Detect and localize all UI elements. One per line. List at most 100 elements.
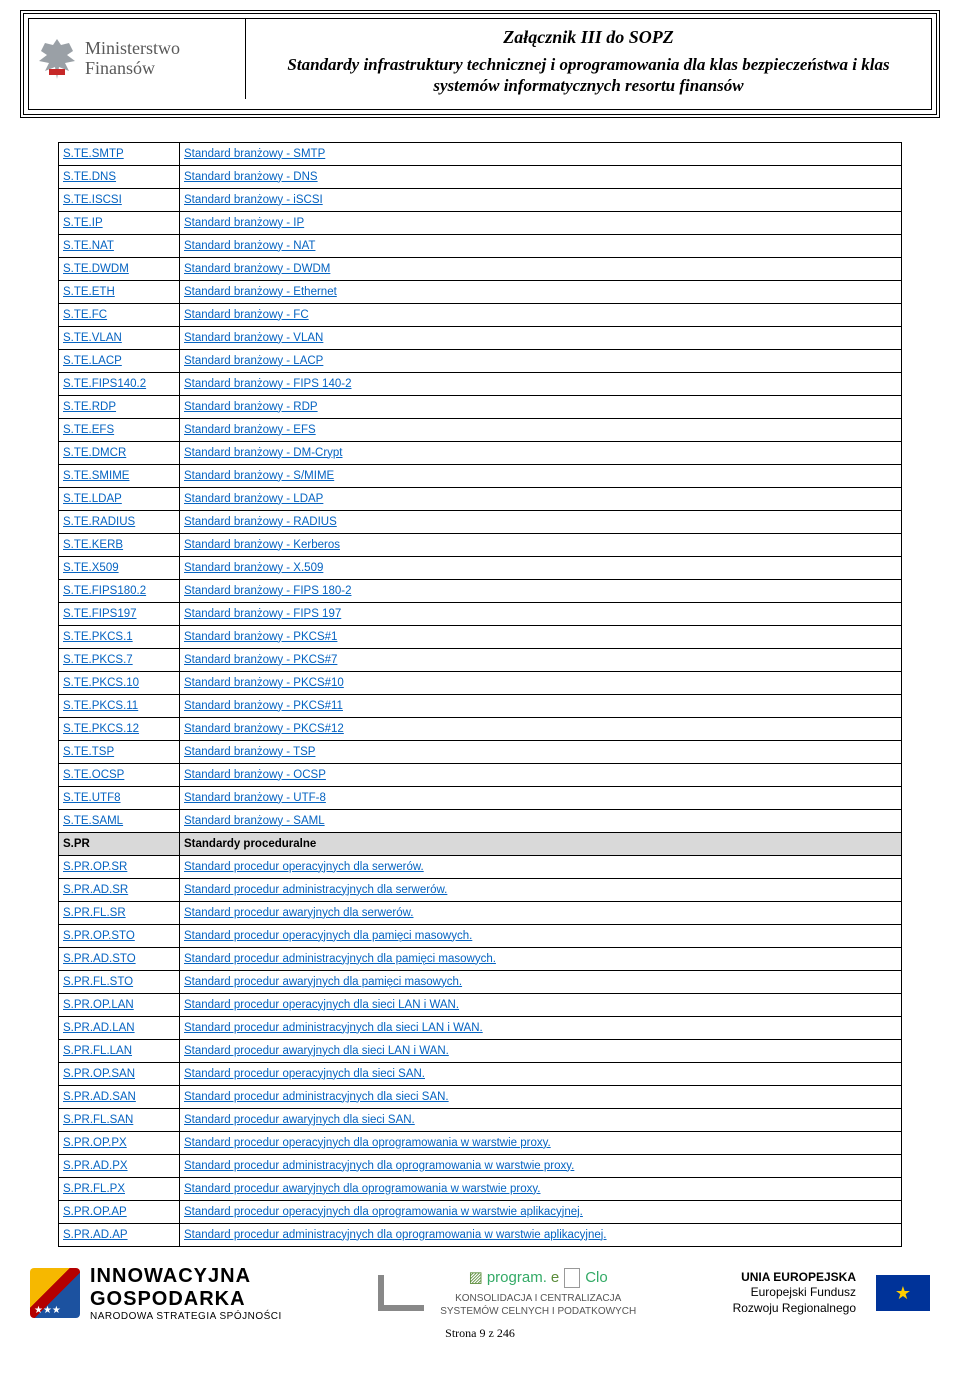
code-link[interactable]: S.TE.FIPS180.2 [63,585,146,597]
code-link[interactable]: S.PR.AD.PX [63,1160,128,1172]
desc-link[interactable]: Standard procedur operacyjnych dla oprog… [184,1137,551,1149]
desc-link[interactable]: Standard procedur awaryjnych dla pamięci… [184,976,462,988]
code-link[interactable]: S.PR.FL.SR [63,907,126,919]
code-link[interactable]: S.TE.FC [63,309,107,321]
desc-link[interactable]: Standard procedur administracyjnych dla … [184,884,447,896]
code-link[interactable]: S.PR.FL.LAN [63,1045,132,1057]
desc-cell: Standard procedur awaryjnych dla sieci S… [180,1108,902,1131]
desc-link[interactable]: Standard branżowy - UTF-8 [184,792,326,804]
desc-link[interactable]: Standard branżowy - PKCS#12 [184,723,344,735]
desc-link[interactable]: Standard branżowy - PKCS#7 [184,654,337,666]
code-link[interactable]: S.TE.FIPS140.2 [63,378,146,390]
desc-link[interactable]: Standard procedur administracyjnych dla … [184,1091,449,1103]
desc-link[interactable]: Standard procedur administracyjnych dla … [184,1229,607,1241]
desc-link[interactable]: Standard branżowy - X.509 [184,562,323,574]
desc-link[interactable]: Standard procedur administracyjnych dla … [184,1160,574,1172]
desc-link[interactable]: Standard branżowy - FIPS 140-2 [184,378,351,390]
desc-link[interactable]: Standard branżowy - SMTP [184,148,325,160]
desc-link[interactable]: Standard branżowy - iSCSI [184,194,323,206]
desc-link[interactable]: Standard branżowy - PKCS#1 [184,631,337,643]
code-link[interactable]: S.PR.OP.AP [63,1206,127,1218]
desc-link[interactable]: Standard branżowy - DNS [184,171,318,183]
table-row: S.PR.AD.PX Standard procedur administracy… [59,1154,902,1177]
code-link[interactable]: S.TE.PKCS.12 [63,723,139,735]
desc-link[interactable]: Standard procedur administracyjnych dla … [184,953,496,965]
code-link[interactable]: S.TE.PKCS.11 [63,700,138,712]
code-link[interactable]: S.TE.DNS [63,171,116,183]
code-link[interactable]: S.PR.AD.SR [63,884,128,896]
desc-link[interactable]: Standard procedur operacyjnych dla pamię… [184,930,472,942]
code-link[interactable]: S.PR.OP.LAN [63,999,134,1011]
code-link[interactable]: S.PR.OP.STO [63,930,135,942]
desc-link[interactable]: Standard procedur operacyjnych dla sieci… [184,999,459,1011]
code-link[interactable]: S.TE.PKCS.7 [63,654,133,666]
desc-link[interactable]: Standard branżowy - IP [184,217,304,229]
desc-link[interactable]: Standard procedur awaryjnych dla oprogra… [184,1183,540,1195]
code-link[interactable]: S.PR.AD.AP [63,1229,128,1241]
desc-link[interactable]: Standard procedur awaryjnych dla sieci S… [184,1114,415,1126]
code-link[interactable]: S.TE.EFS [63,424,114,436]
code-link[interactable]: S.PR.FL.PX [63,1183,125,1195]
desc-link[interactable]: Standard branżowy - DM-Crypt [184,447,343,459]
code-link[interactable]: S.TE.LACP [63,355,122,367]
desc-link[interactable]: Standard branżowy - Kerberos [184,539,340,551]
code-link[interactable]: S.TE.PKCS.1 [63,631,133,643]
eu-line2: Europejski Fundusz [733,1285,856,1301]
code-link[interactable]: S.PR.AD.LAN [63,1022,135,1034]
code-link[interactable]: S.TE.ISCSI [63,194,122,206]
code-link[interactable]: S.PR.OP.PX [63,1137,127,1149]
desc-link[interactable]: Standard branżowy - NAT [184,240,315,252]
desc-link[interactable]: Standard procedur awaryjnych dla sieci L… [184,1045,449,1057]
code-link[interactable]: S.PR.OP.SAN [63,1068,135,1080]
code-link[interactable]: S.TE.KERB [63,539,123,551]
desc-link[interactable]: Standard branżowy - OCSP [184,769,326,781]
code-link[interactable]: S.PR.FL.STO [63,976,133,988]
code-link[interactable]: S.TE.PKCS.10 [63,677,139,689]
desc-link[interactable]: Standard branżowy - LACP [184,355,323,367]
code-link[interactable]: S.TE.SMIME [63,470,129,482]
desc-link[interactable]: Standard branżowy - LDAP [184,493,323,505]
desc-link[interactable]: Standard branżowy - Ethernet [184,286,337,298]
code-link[interactable]: S.TE.RDP [63,401,116,413]
desc-link[interactable]: Standard branżowy - RADIUS [184,516,337,528]
code-link[interactable]: S.PR.FL.SAN [63,1114,133,1126]
desc-link[interactable]: Standard branżowy - SAML [184,815,325,827]
code-link[interactable]: S.TE.NAT [63,240,114,252]
code-link[interactable]: S.TE.ETH [63,286,115,298]
desc-link[interactable]: Standard procedur administracyjnych dla … [184,1022,483,1034]
code-link[interactable]: S.TE.LDAP [63,493,122,505]
desc-link[interactable]: Standard procedur operacyjnych dla serwe… [184,861,424,873]
code-link[interactable]: S.TE.DWDM [63,263,129,275]
code-cell: S.TE.TSP [59,740,180,763]
desc-link[interactable]: Standard branżowy - VLAN [184,332,323,344]
desc-link[interactable]: Standard branżowy - PKCS#10 [184,677,344,689]
desc-link[interactable]: Standard branżowy - TSP [184,746,315,758]
doc-subtitle: Standardy infrastruktury technicznej i o… [258,54,919,97]
desc-link[interactable]: Standard branżowy - PKCS#11 [184,700,343,712]
desc-link[interactable]: Standard branżowy - FIPS 180-2 [184,585,351,597]
code-link[interactable]: S.TE.UTF8 [63,792,121,804]
code-link[interactable]: S.TE.DMCR [63,447,126,459]
code-link[interactable]: S.TE.VLAN [63,332,122,344]
code-link[interactable]: S.TE.OCSP [63,769,124,781]
code-link[interactable]: S.PR.AD.SAN [63,1091,136,1103]
code-link[interactable]: S.TE.SAML [63,815,123,827]
code-link[interactable]: S.TE.TSP [63,746,114,758]
desc-link[interactable]: Standard procedur operacyjnych dla oprog… [184,1206,583,1218]
desc-link[interactable]: Standard branżowy - FIPS 197 [184,608,341,620]
code-link[interactable]: S.TE.IP [63,217,103,229]
code-link[interactable]: S.TE.X509 [63,562,119,574]
desc-link[interactable]: Standard branżowy - RDP [184,401,318,413]
code-link[interactable]: S.TE.SMTP [63,148,124,160]
desc-link[interactable]: Standard procedur operacyjnych dla sieci… [184,1068,425,1080]
desc-link[interactable]: Standard branżowy - DWDM [184,263,330,275]
desc-link[interactable]: Standard branżowy - EFS [184,424,316,436]
code-link[interactable]: S.TE.FIPS197 [63,608,137,620]
code-link[interactable]: S.PR.OP.SR [63,861,127,873]
desc-link[interactable]: Standard branżowy - S/MIME [184,470,334,482]
digit-icon [564,1268,580,1288]
desc-link[interactable]: Standard procedur awaryjnych dla serweró… [184,907,413,919]
code-link[interactable]: S.PR.AD.STO [63,953,136,965]
code-link[interactable]: S.TE.RADIUS [63,516,135,528]
desc-link[interactable]: Standard branżowy - FC [184,309,309,321]
